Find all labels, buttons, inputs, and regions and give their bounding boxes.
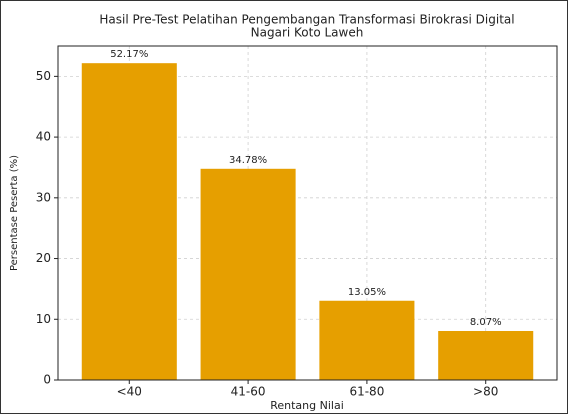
chart-title: Hasil Pre-Test Pelatihan Pengembangan Tr… [99,13,514,27]
y-tick-label: 10 [36,312,51,326]
value-label: 8.07% [470,317,502,328]
x-tick-label: 61-80 [349,385,384,399]
y-tick-label: 50 [36,69,51,83]
value-label: 52.17% [110,49,148,60]
x-axis-label: Rentang Nilai [270,399,344,412]
bar [319,300,415,380]
x-tick-label: 41-60 [231,385,266,399]
plot-frame [57,45,558,381]
x-tick-label: >80 [473,385,498,399]
value-label: 34.78% [229,155,267,166]
bar [81,63,177,380]
x-tick-label: <40 [117,385,142,399]
y-axis-label: Persentase Peserta (%) [9,155,20,271]
y-tick-label: 0 [43,373,51,387]
bar [438,330,534,380]
y-tick-label: 20 [36,251,51,265]
value-label: 13.05% [348,287,386,298]
bar [200,168,296,380]
chart-title: Nagari Koto Laweh [251,26,364,40]
y-tick-label: 40 [36,130,51,144]
y-tick-label: 30 [36,190,51,204]
